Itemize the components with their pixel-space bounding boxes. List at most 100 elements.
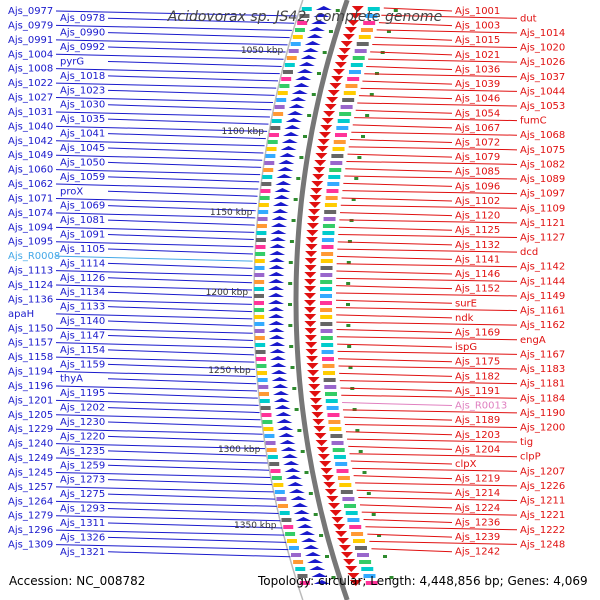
cog-band: [270, 126, 281, 130]
gene-label: Ajs_0977: [8, 6, 53, 17]
reverse-gene-glyph: [300, 538, 317, 542]
cog-band: [348, 70, 361, 74]
genome-title: Acidovorax sp. JS42, complete genome: [167, 9, 443, 25]
forward-gene-glyph: [315, 440, 328, 446]
reverse-gene-glyph: [313, 13, 330, 17]
gene-label: Ajs_1141: [455, 254, 500, 265]
reverse-gene-glyph: [268, 335, 285, 339]
label-connector: [370, 51, 453, 56]
cog-band: [361, 567, 374, 571]
gene-label: Ajs_1041: [60, 129, 105, 140]
cog-band: [320, 322, 333, 326]
label-connector: [341, 197, 453, 202]
forward-gene-glyph: [349, 13, 362, 19]
cog-band: [325, 392, 338, 396]
tick-mark: [354, 177, 359, 180]
gene-label: Ajs_1196: [8, 381, 53, 392]
forward-gene-glyph: [305, 349, 318, 355]
gene-label: Ajs_1181: [520, 379, 565, 390]
forward-gene-glyph: [338, 545, 351, 551]
label-connector: [344, 423, 518, 428]
cog-band: [321, 350, 334, 354]
gene-label: surE: [455, 298, 477, 309]
cog-band: [255, 252, 266, 256]
gene-label: Ajs_1042: [8, 136, 53, 147]
gene-label: Ajs_1273: [60, 475, 105, 486]
cog-band: [321, 245, 334, 249]
cog-band: [299, 14, 310, 18]
scale-label: 1300 kbp: [218, 445, 261, 455]
label-connector: [107, 392, 258, 399]
forward-gene-glyph: [326, 97, 339, 103]
label-connector: [337, 350, 518, 355]
forward-gene-glyph: [331, 517, 344, 523]
cog-band: [279, 84, 290, 88]
reverse-gene-glyph: [281, 454, 298, 458]
gene-label: Ajs_1159: [60, 359, 105, 370]
label-connector: [55, 356, 255, 363]
cog-band: [320, 294, 333, 298]
cog-band: [365, 581, 378, 585]
cog-band: [323, 371, 336, 375]
gene-label: Ajs_1230: [60, 417, 105, 428]
cog-band: [258, 210, 269, 214]
gene-label: Ajs_0978: [60, 13, 105, 24]
cog-band: [322, 364, 335, 368]
gene-label: Ajs_1257: [8, 482, 53, 493]
forward-gene-glyph: [312, 174, 325, 180]
label-connector: [342, 409, 518, 414]
cog-band: [350, 63, 363, 67]
tick-mark: [291, 219, 296, 222]
cog-band: [324, 385, 337, 389]
gene-label: Ajs_1195: [60, 388, 105, 399]
cog-band: [284, 63, 295, 67]
gene-label: Ajs_1152: [455, 284, 500, 295]
forward-gene-glyph: [304, 328, 317, 334]
gene-label: Ajs_1074: [8, 208, 53, 219]
forward-gene-glyph: [304, 335, 317, 341]
forward-gene-glyph: [304, 286, 317, 292]
forward-gene-glyph: [344, 27, 357, 33]
forward-gene-glyph: [349, 580, 362, 586]
gene-label: Ajs_1069: [60, 201, 105, 212]
genome-ring: [253, 0, 350, 600]
cog-band: [276, 497, 287, 501]
gene-label: Ajs_1321: [60, 547, 105, 558]
forward-gene-glyph: [307, 377, 320, 383]
tick-mark: [322, 51, 327, 54]
cog-band: [320, 273, 333, 277]
cog-band: [259, 196, 270, 200]
gene-label: Ajs_R0013: [455, 401, 507, 412]
label-connector: [107, 407, 260, 414]
label-connector: [55, 111, 270, 118]
cog-band: [328, 420, 341, 424]
forward-gene-glyph: [309, 195, 322, 201]
label-connector: [107, 205, 257, 212]
cog-band: [254, 322, 265, 326]
reverse-gene-glyph: [268, 279, 285, 283]
gene-label: Ajs_1124: [8, 280, 53, 291]
forward-gene-glyph: [320, 125, 333, 131]
cog-band: [339, 483, 352, 487]
gene-label: Ajs_1018: [60, 71, 105, 82]
cog-band: [261, 182, 272, 186]
cog-band: [349, 525, 362, 529]
label-connector: [336, 255, 453, 260]
cog-band: [344, 504, 357, 508]
cog-band: [324, 203, 337, 207]
gene-label: Ajs_1194: [8, 367, 53, 378]
tick-mark: [371, 513, 376, 516]
forward-gene-glyph: [326, 496, 339, 502]
tick-mark: [393, 9, 398, 12]
label-connector: [352, 124, 453, 129]
cog-band: [320, 266, 333, 270]
reverse-gene-glyph: [269, 251, 286, 255]
gene-label: Ajs_1026: [520, 57, 565, 68]
reverse-gene-glyph: [283, 461, 300, 465]
cog-band: [359, 560, 372, 564]
tick-mark: [346, 282, 351, 285]
gene-label: Ajs_1183: [520, 364, 565, 375]
tick-mark: [288, 303, 293, 306]
label-connector: [107, 536, 287, 543]
